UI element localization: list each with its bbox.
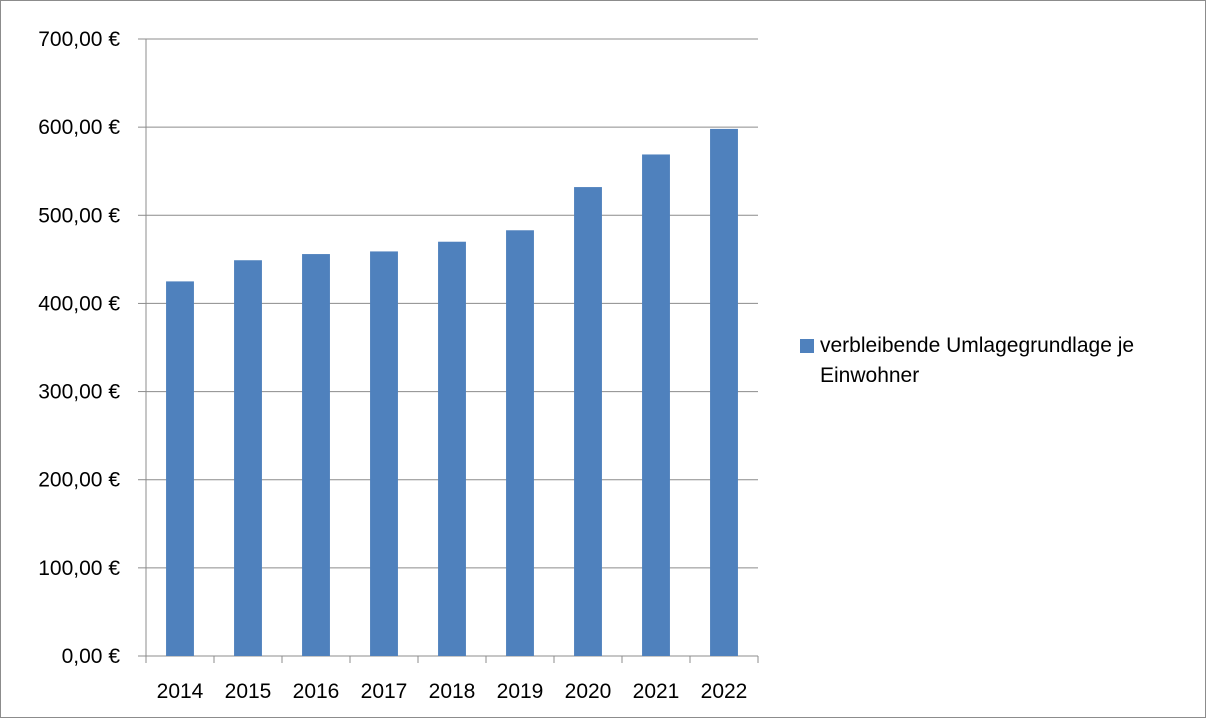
- x-tick-label: 2018: [429, 680, 476, 703]
- x-tick-label: 2015: [225, 680, 272, 703]
- y-tick-label: 400,00 €: [38, 292, 120, 315]
- y-tick-label: 600,00 €: [38, 116, 120, 139]
- y-tick-label: 500,00 €: [38, 204, 120, 227]
- bar: [234, 260, 262, 656]
- y-tick-label: 0,00 €: [62, 645, 121, 668]
- bar: [302, 254, 330, 656]
- x-tick-label: 2017: [361, 680, 408, 703]
- y-tick-label: 300,00 €: [38, 381, 120, 404]
- legend-label: verbleibende Umlagegrundlage je Einwohne…: [820, 334, 1135, 387]
- x-tick-label: 2014: [157, 680, 204, 703]
- legend-swatch: [800, 339, 814, 353]
- y-tick-label: 200,00 €: [38, 469, 120, 492]
- bar: [438, 241, 466, 656]
- x-tick-label: 2019: [497, 680, 544, 703]
- x-tick-label: 2022: [701, 680, 748, 703]
- bar: [166, 281, 194, 656]
- bar: [506, 230, 534, 656]
- y-tick-label: 700,00 €: [38, 28, 120, 51]
- x-tick-label: 2021: [633, 680, 680, 703]
- y-tick-label: 100,00 €: [38, 557, 120, 580]
- bar: [710, 128, 738, 657]
- x-tick-label: 2016: [293, 680, 340, 703]
- bar: [370, 251, 398, 656]
- x-tick-label: 2020: [565, 680, 612, 703]
- legend: verbleibende Umlagegrundlage je Einwohne…: [800, 331, 1200, 391]
- bar: [574, 187, 602, 656]
- bar: [642, 154, 670, 656]
